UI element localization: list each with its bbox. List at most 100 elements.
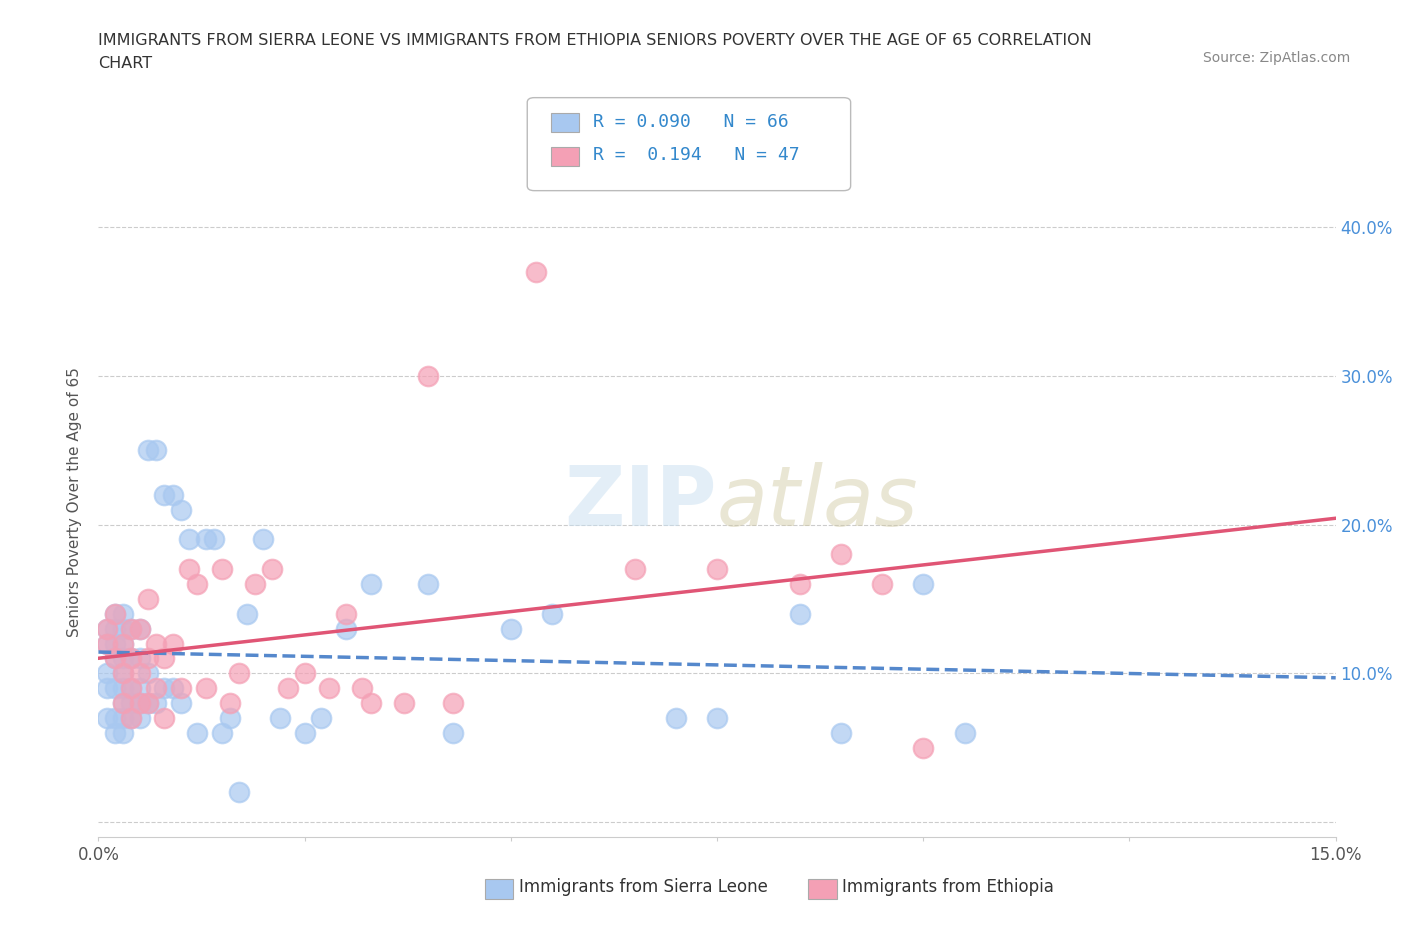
Point — [120, 621, 142, 636]
Point — [352, 681, 374, 696]
Point — [128, 666, 150, 681]
Point — [243, 577, 266, 591]
Point — [96, 621, 118, 636]
Point — [96, 636, 118, 651]
Point — [112, 636, 135, 651]
Point — [112, 696, 135, 711]
Point — [112, 621, 135, 636]
Point — [145, 696, 167, 711]
Point — [170, 681, 193, 696]
Point — [136, 651, 159, 666]
Point — [186, 577, 208, 591]
Point — [294, 725, 316, 740]
Text: IMMIGRANTS FROM SIERRA LEONE VS IMMIGRANTS FROM ETHIOPIA SENIORS POVERTY OVER TH: IMMIGRANTS FROM SIERRA LEONE VS IMMIGRAN… — [98, 33, 1092, 47]
Point — [112, 725, 135, 740]
Point — [228, 785, 250, 800]
Point — [541, 606, 564, 621]
Point — [120, 711, 142, 725]
Text: R =  0.194   N = 47: R = 0.194 N = 47 — [593, 146, 800, 165]
Text: Source: ZipAtlas.com: Source: ZipAtlas.com — [1202, 51, 1350, 65]
Point — [277, 681, 299, 696]
Point — [112, 681, 135, 696]
Point — [136, 666, 159, 681]
Text: ZIP: ZIP — [565, 461, 717, 543]
Point — [104, 606, 127, 621]
Point — [706, 562, 728, 577]
Point — [202, 532, 225, 547]
Point — [120, 651, 142, 666]
Point — [318, 681, 340, 696]
Point — [104, 606, 127, 621]
Point — [162, 636, 184, 651]
Point — [912, 740, 935, 755]
Point — [104, 725, 127, 740]
Point — [120, 681, 142, 696]
Point — [789, 606, 811, 621]
Point — [153, 711, 176, 725]
Point — [96, 636, 118, 651]
Point — [228, 666, 250, 681]
Point — [418, 577, 440, 591]
Point — [665, 711, 688, 725]
Point — [145, 681, 167, 696]
Point — [104, 621, 127, 636]
Point — [294, 666, 316, 681]
Point — [392, 696, 415, 711]
Point — [128, 696, 150, 711]
Point — [953, 725, 976, 740]
Point — [360, 696, 382, 711]
Point — [830, 725, 852, 740]
Point — [112, 651, 135, 666]
Point — [706, 711, 728, 725]
Point — [524, 264, 547, 279]
Point — [136, 696, 159, 711]
Point — [128, 696, 150, 711]
Text: R = 0.090   N = 66: R = 0.090 N = 66 — [593, 113, 789, 131]
Point — [309, 711, 332, 725]
Point — [120, 681, 142, 696]
Point — [96, 666, 118, 681]
Point — [912, 577, 935, 591]
Point — [186, 725, 208, 740]
Point — [112, 711, 135, 725]
Point — [252, 532, 274, 547]
Point — [260, 562, 283, 577]
Point — [104, 711, 127, 725]
Point — [136, 696, 159, 711]
Point — [112, 606, 135, 621]
Point — [179, 532, 201, 547]
Y-axis label: Seniors Poverty Over the Age of 65: Seniors Poverty Over the Age of 65 — [67, 367, 83, 637]
Point — [170, 502, 193, 517]
Point — [112, 666, 135, 681]
Point — [128, 621, 150, 636]
Point — [104, 651, 127, 666]
Point — [360, 577, 382, 591]
Text: atlas: atlas — [717, 461, 918, 543]
Point — [136, 591, 159, 606]
Text: Immigrants from Sierra Leone: Immigrants from Sierra Leone — [519, 878, 768, 897]
Text: Immigrants from Ethiopia: Immigrants from Ethiopia — [842, 878, 1054, 897]
Point — [96, 711, 118, 725]
Point — [96, 621, 118, 636]
Point — [112, 696, 135, 711]
Point — [441, 725, 464, 740]
Point — [830, 547, 852, 562]
Point — [441, 696, 464, 711]
Point — [870, 577, 893, 591]
Point — [120, 621, 142, 636]
Point — [104, 651, 127, 666]
Point — [120, 696, 142, 711]
Point — [211, 562, 233, 577]
Point — [219, 711, 242, 725]
Point — [104, 636, 127, 651]
Point — [120, 651, 142, 666]
Point — [211, 725, 233, 740]
Point — [104, 681, 127, 696]
Point — [162, 681, 184, 696]
Point — [170, 696, 193, 711]
Point — [219, 696, 242, 711]
Point — [789, 577, 811, 591]
Point — [153, 651, 176, 666]
Point — [269, 711, 291, 725]
Point — [418, 368, 440, 383]
